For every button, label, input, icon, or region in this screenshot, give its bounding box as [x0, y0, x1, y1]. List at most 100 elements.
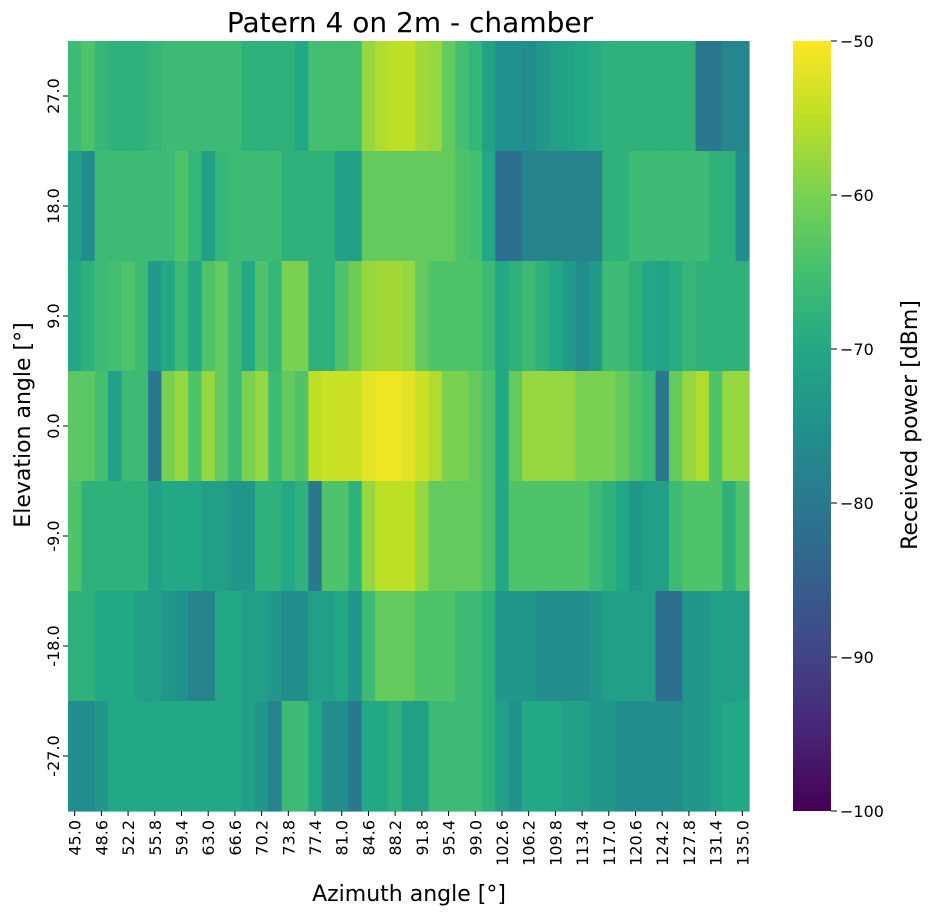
heatmap-cell [228, 371, 243, 482]
heatmap-cell [134, 151, 149, 262]
heatmap-cell [602, 151, 617, 262]
x-tick-label: 84.6 [359, 820, 378, 856]
heatmap-cell [668, 701, 683, 812]
x-tick-label: 131.4 [707, 820, 726, 866]
heatmap-cell [121, 701, 136, 812]
heatmap-cell [335, 591, 350, 702]
heatmap-cell [615, 151, 630, 262]
heatmap-cell [415, 591, 430, 702]
heatmap-cell [108, 701, 123, 812]
heatmap-cell [441, 261, 456, 372]
heatmap-cell [361, 591, 376, 702]
heatmap-cell [308, 41, 323, 152]
heatmap-cell [174, 371, 189, 482]
heatmap-cell [94, 261, 109, 372]
heatmap-cell [655, 261, 670, 372]
heatmap-cell [508, 701, 523, 812]
heatmap-cell [108, 371, 123, 482]
heatmap-cell [668, 261, 683, 372]
heatmap-cell [628, 481, 643, 592]
heatmap-cell [335, 371, 350, 482]
heatmap-cell [548, 701, 563, 812]
heatmap-cell [455, 701, 470, 812]
heatmap-cell [388, 371, 403, 482]
heatmap-cell [428, 591, 443, 702]
heatmap-cell [254, 591, 269, 702]
heatmap-cell [268, 701, 283, 812]
heatmap-cell [468, 481, 483, 592]
heatmap-cell [335, 261, 350, 372]
heatmap-cell [628, 701, 643, 812]
heatmap-cell [441, 591, 456, 702]
heatmap-cell [401, 261, 416, 372]
heatmap-cells [68, 41, 750, 812]
heatmap-cell [642, 371, 657, 482]
heatmap-cell [575, 261, 590, 372]
x-tick-label: 124.2 [653, 820, 672, 866]
heatmap-cell [375, 481, 390, 592]
heatmap-cell [108, 591, 123, 702]
heatmap-cell [68, 261, 82, 372]
x-tick-label: 109.8 [546, 820, 565, 866]
heatmap-cell [682, 151, 697, 262]
heatmap-cell [468, 41, 483, 152]
heatmap-cell [254, 151, 269, 262]
heatmap-cell [201, 701, 216, 812]
heatmap-cell [535, 481, 550, 592]
heatmap-cell [628, 151, 643, 262]
heatmap-cell [642, 701, 657, 812]
heatmap-cell [562, 151, 577, 262]
heatmap-cell [375, 591, 390, 702]
heatmap-cell [241, 151, 256, 262]
heatmap-cell [522, 41, 536, 152]
heatmap-cell [188, 151, 203, 262]
heatmap-cell [214, 41, 229, 152]
heatmap-cell [522, 261, 536, 372]
heatmap-cell [134, 41, 149, 152]
heatmap-cell [548, 41, 563, 152]
heatmap-cell [241, 481, 256, 592]
heatmap-cell [268, 151, 283, 262]
x-tick-label: 73.8 [279, 820, 298, 856]
x-tick-label: 66.6 [226, 820, 245, 856]
heatmap-cell [241, 701, 256, 812]
heatmap-cell [628, 41, 643, 152]
heatmap-cell [615, 701, 630, 812]
heatmap-cell [388, 261, 403, 372]
heatmap-cell [682, 41, 697, 152]
heatmap-cell [188, 41, 203, 152]
heatmap-cell [575, 591, 590, 702]
heatmap-cell [81, 591, 96, 702]
x-tick-label: 95.4 [440, 820, 459, 856]
heatmap-cell [174, 261, 189, 372]
heatmap-cell [455, 41, 470, 152]
x-tick-label: 70.2 [253, 820, 272, 856]
heatmap-cell [562, 371, 577, 482]
heatmap-cell [161, 701, 176, 812]
heatmap-cell [375, 701, 390, 812]
colorbar-tick-label: −90 [840, 648, 874, 667]
heatmap-cell [134, 371, 149, 482]
heatmap-cell [108, 481, 123, 592]
heatmap-cell [281, 481, 296, 592]
y-axis-ticks: 27.0 18.0 9.0 0.0 -9.0 -18.0 -27.0 [44, 78, 68, 777]
heatmap-cell [735, 591, 750, 702]
heatmap-cell [268, 591, 283, 702]
heatmap-cell [348, 591, 363, 702]
heatmap-cell [161, 151, 176, 262]
heatmap-cell [708, 701, 723, 812]
x-tick-label: 55.8 [146, 820, 165, 856]
heatmap-cell [428, 371, 443, 482]
heatmap-cell [455, 591, 470, 702]
heatmap-cell [735, 261, 750, 372]
heatmap-cell [228, 41, 243, 152]
heatmap-cell [214, 481, 229, 592]
heatmap-cell [81, 481, 96, 592]
heatmap-cell [161, 591, 176, 702]
heatmap-cell [722, 261, 737, 372]
heatmap-cell [602, 41, 617, 152]
heatmap-cell [295, 371, 309, 482]
heatmap-cell [548, 371, 563, 482]
heatmap-cell [468, 261, 483, 372]
heatmap-cell [121, 151, 136, 262]
